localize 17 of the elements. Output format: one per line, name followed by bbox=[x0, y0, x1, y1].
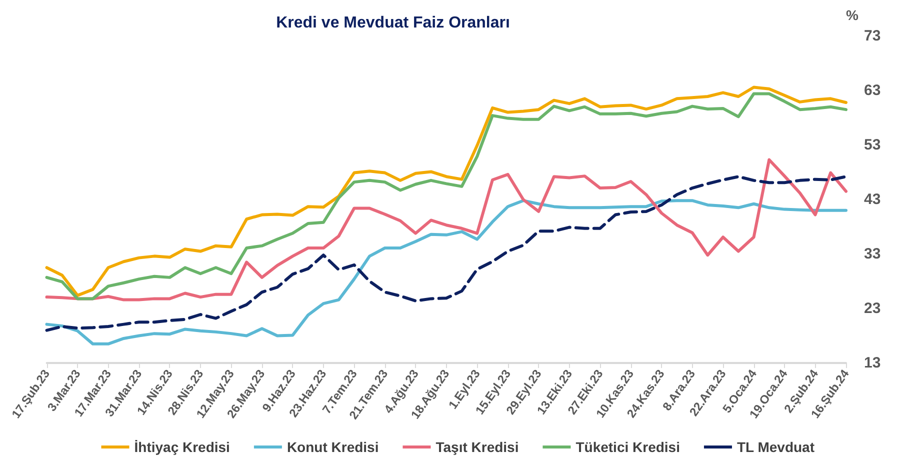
line-series bbox=[45, 158, 848, 302]
legend-label: Taşıt Kredisi bbox=[436, 439, 519, 455]
legend-label: İhtiyaç Kredisi bbox=[134, 439, 230, 455]
legend-label: TL Mevduat bbox=[736, 439, 815, 455]
line-series bbox=[45, 199, 848, 346]
chart-title: Kredi ve Mevduat Faiz Oranları bbox=[276, 14, 510, 32]
legend-label: Konut Kredisi bbox=[286, 439, 379, 455]
y-tick-label: 73 bbox=[864, 28, 881, 44]
y-tick-label: 33 bbox=[864, 246, 881, 262]
y-tick-label: 13 bbox=[864, 354, 881, 372]
y-tick-label: 53 bbox=[864, 136, 881, 154]
y-axis-title: % bbox=[846, 7, 859, 23]
y-tick-label: 23 bbox=[864, 300, 881, 317]
line-series bbox=[45, 175, 848, 332]
y-tick-label: 43 bbox=[864, 191, 881, 208]
y-tick-label: 63 bbox=[864, 82, 881, 99]
legend-label: Tüketici Kredisi bbox=[576, 439, 680, 455]
